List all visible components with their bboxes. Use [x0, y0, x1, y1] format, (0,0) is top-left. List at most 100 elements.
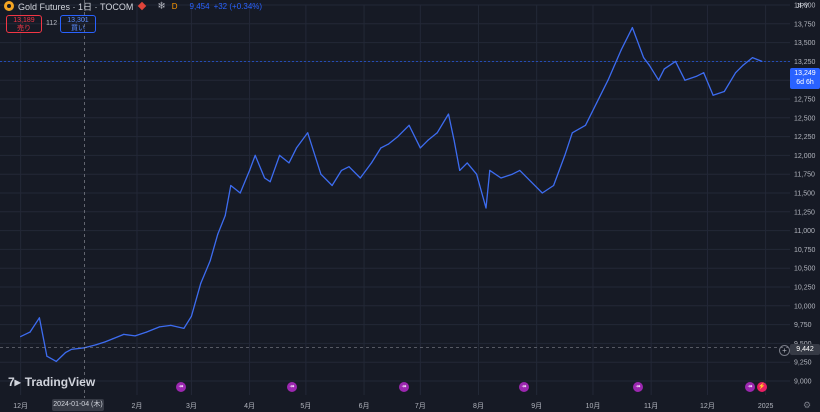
data-point	[70, 348, 72, 351]
data-point	[511, 173, 513, 175]
buy-price: 13,301	[67, 17, 89, 24]
data-point	[348, 166, 350, 168]
symbol-title[interactable]: Gold Futures · 1日 · TOCOM	[18, 1, 134, 12]
data-point	[104, 341, 106, 343]
x-tick-label: 12月	[13, 402, 28, 410]
data-point	[170, 324, 172, 326]
data-point	[742, 64, 744, 66]
data-point	[466, 162, 468, 164]
data-point	[500, 177, 502, 179]
data-point	[20, 336, 22, 338]
data-point	[340, 169, 343, 172]
y-tick-label: 9,250	[794, 360, 812, 367]
snowflake-icon[interactable]: ❄	[157, 0, 166, 12]
data-point	[239, 192, 241, 194]
add-alert-plus-icon[interactable]: +	[779, 345, 790, 356]
data-point	[217, 233, 219, 235]
data-point	[703, 72, 705, 74]
x-tick-label: 6月	[359, 402, 370, 410]
data-point	[134, 335, 136, 337]
event-marker-icon[interactable]: ↠	[176, 382, 186, 392]
data-point	[596, 102, 598, 104]
data-point	[447, 113, 450, 115]
data-point	[387, 143, 390, 145]
data-point	[370, 162, 373, 164]
data-point	[263, 177, 266, 179]
y-tick-label: 10,000	[794, 303, 816, 310]
data-point	[38, 317, 41, 319]
sell-label: 売り	[17, 25, 31, 32]
data-point	[734, 72, 737, 74]
event-marker-icon[interactable]: ↠	[633, 382, 643, 392]
interval-badge: D	[171, 1, 178, 11]
buy-button[interactable]: 13,301 買い	[60, 15, 96, 33]
chart-header: Gold Futures · 1日 · TOCOM ❄ D 9,454 +32 …	[4, 0, 262, 12]
event-marker-icon[interactable]: ↠	[399, 382, 409, 392]
y-tick-label: 13,500	[794, 40, 816, 47]
x-tick-label: 4月	[244, 402, 255, 410]
data-point	[29, 331, 31, 333]
y-tick-label: 13,750	[794, 21, 816, 28]
data-point	[519, 169, 521, 172]
data-point	[684, 79, 686, 81]
event-marker-icon[interactable]: ↠	[519, 382, 529, 392]
data-point	[269, 181, 271, 183]
data-point	[476, 173, 478, 175]
x-tick-label: 11月	[644, 402, 658, 410]
data-point	[620, 49, 622, 51]
data-point	[288, 162, 290, 164]
gear-icon[interactable]: ⚙	[803, 400, 812, 410]
x-tick-label: 3月	[186, 402, 197, 410]
data-point	[65, 351, 67, 354]
data-point	[723, 90, 725, 93]
event-marker-icon[interactable]: ↠	[745, 382, 755, 392]
data-point	[489, 169, 491, 172]
data-point	[123, 333, 125, 335]
x-tick-label: 8月	[473, 402, 484, 410]
data-point	[254, 154, 256, 156]
data-point	[485, 207, 487, 209]
y-tick-label: 13,250	[794, 59, 816, 66]
data-point	[436, 132, 438, 134]
data-point	[278, 154, 281, 156]
data-point	[183, 327, 185, 329]
y-tick-label: 11,000	[794, 228, 815, 235]
data-point	[695, 75, 697, 78]
data-point	[209, 260, 211, 262]
tradingview-wordmark: TradingView	[24, 375, 96, 389]
data-point	[320, 173, 322, 175]
y-tick-label: 10,250	[794, 285, 816, 292]
crosshair-date-tag: 2024-01-04 (木)	[52, 399, 104, 411]
prev-value-text: 9,454	[189, 1, 210, 11]
currency-label[interactable]: JPY	[796, 3, 809, 10]
y-tick-label: 11,500	[794, 191, 815, 198]
data-point	[564, 154, 566, 156]
y-tick-label: 10,500	[794, 266, 816, 273]
data-point	[631, 26, 633, 29]
prev-value: 9,454	[190, 2, 210, 11]
tradingview-logo[interactable]: 7▸ TradingView	[8, 375, 95, 389]
data-point	[307, 132, 309, 134]
data-point	[530, 181, 532, 183]
event-marker-icon[interactable]: ↠	[287, 382, 297, 392]
data-point	[224, 214, 226, 217]
flag-icon	[138, 1, 147, 11]
data-point	[541, 192, 543, 194]
data-point	[331, 184, 333, 187]
x-tick-label: 7月	[415, 402, 426, 410]
sell-button[interactable]: 13,189 売り	[6, 15, 42, 33]
data-point	[200, 282, 202, 284]
lightning-icon[interactable]: ⚡	[757, 382, 767, 392]
tv-mark-icon: 7▸	[8, 375, 21, 389]
data-point	[248, 169, 251, 172]
x-tick-label: 2月	[132, 402, 143, 410]
y-tick-label: 9,000	[794, 379, 812, 386]
data-point	[55, 360, 57, 363]
data-point	[111, 338, 114, 340]
data-point	[397, 136, 399, 138]
data-point	[158, 326, 161, 328]
y-tick-label: 10,750	[794, 247, 816, 254]
data-point	[95, 344, 97, 346]
data-point	[46, 355, 48, 357]
